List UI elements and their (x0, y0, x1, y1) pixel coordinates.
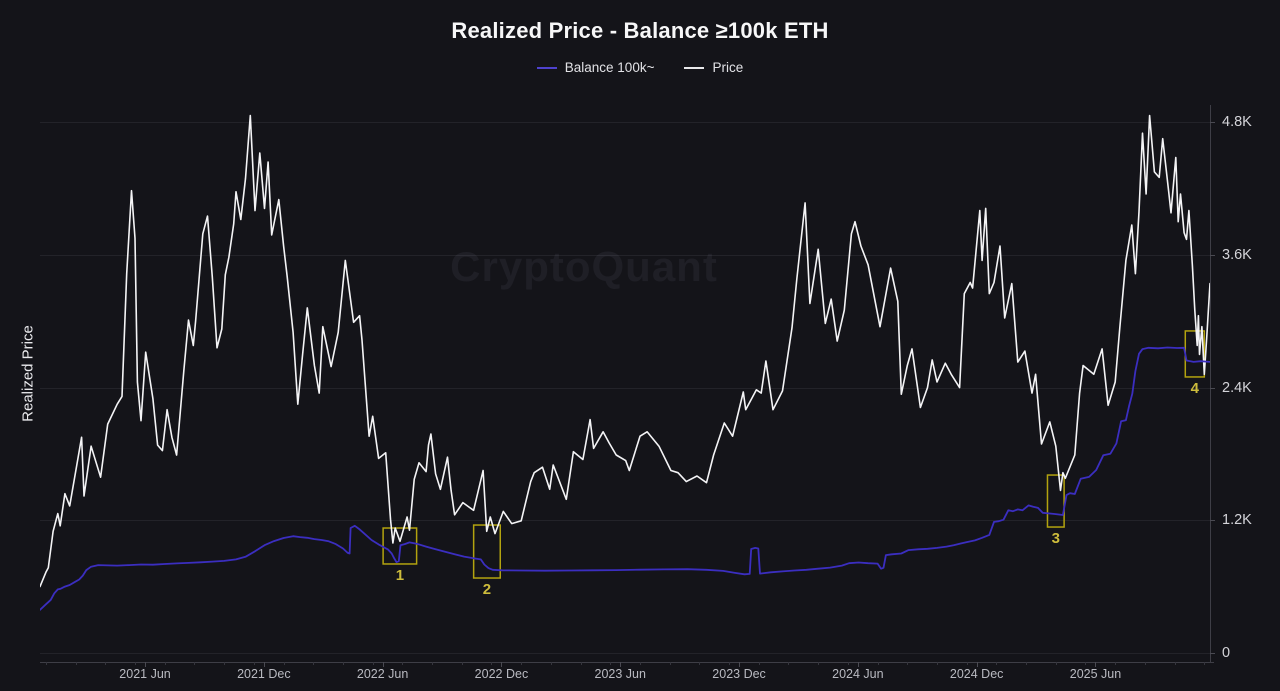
x-axis-minor-tick (936, 662, 938, 665)
x-axis-tick-mark (976, 662, 978, 667)
gridline (40, 254, 1210, 256)
x-axis-minor-tick (224, 662, 226, 665)
legend-line-swatch (536, 66, 557, 69)
y-axis-tick-mark (1210, 653, 1215, 654)
x-axis-minor-tick (907, 662, 909, 665)
x-axis-tick-mark (739, 662, 741, 667)
x-axis-minor-tick (580, 662, 582, 665)
x-axis-minor-tick (639, 662, 641, 665)
x-axis-minor-tick (372, 662, 374, 665)
x-axis-minor-tick (253, 662, 255, 665)
x-axis-tick-mark (382, 662, 384, 667)
x-axis-minor-tick (135, 662, 137, 665)
legend-line-swatch (684, 66, 705, 69)
x-axis-tick-label: 2022 Jun (356, 667, 409, 681)
x-axis-minor-tick (402, 662, 404, 665)
page-title: Realized Price - Balance ≥100k ETH (451, 18, 829, 43)
x-axis-minor-tick (1174, 662, 1176, 665)
x-axis-tick-label: 2022 Dec (474, 667, 529, 681)
x-axis-minor-tick (966, 662, 968, 665)
right-axis-line (1210, 105, 1211, 662)
x-axis-minor-tick (1026, 662, 1028, 665)
gridline (40, 387, 1210, 389)
x-axis-minor-tick (491, 662, 493, 665)
x-axis-tick-mark (145, 662, 147, 667)
annotation-box-3 (1046, 474, 1065, 528)
x-axis-minor-tick (75, 662, 77, 665)
x-axis-tick-label: 2024 Jun (832, 667, 884, 681)
x-axis-minor-tick (758, 662, 760, 665)
x-axis-minor-tick (105, 662, 107, 665)
x-axis-minor-tick (432, 662, 434, 665)
x-axis-tick-label: 2023 Jun (594, 667, 646, 681)
annotation-number-4: 4 (1191, 380, 1200, 397)
chart-canvas: 1 2 3 4 (40, 114, 1210, 611)
annotation-number-1: 1 (396, 567, 404, 584)
x-axis-minor-tick (669, 662, 671, 665)
gridline (40, 653, 1210, 654)
bottom-axis-line (40, 662, 1214, 663)
x-axis-minor-tick (283, 662, 285, 665)
x-axis-tick-mark (857, 662, 859, 667)
gridline (40, 520, 1210, 522)
x-axis-minor-tick (818, 662, 820, 665)
x-axis-tick-mark (1095, 662, 1097, 667)
y-axis-tick-label: 0 (1222, 645, 1231, 661)
x-axis-minor-tick (729, 662, 731, 665)
y-axis-tick-mark (1210, 387, 1215, 389)
x-axis-minor-tick (342, 662, 344, 665)
x-axis-minor-tick (1204, 662, 1206, 665)
x-axis-minor-tick (847, 662, 849, 665)
x-axis-minor-tick (788, 662, 790, 665)
x-axis-minor-tick (1085, 662, 1087, 665)
y-axis-tick-mark (1210, 122, 1215, 124)
legend-item-price[interactable]: Price (684, 60, 743, 75)
x-axis-minor-tick (996, 662, 998, 665)
series-line-balance-100k- (40, 346, 1210, 611)
x-axis-minor-tick (194, 662, 196, 665)
x-axis-minor-tick (164, 662, 166, 665)
chart-legend: Balance 100k~ Price (0, 60, 1280, 75)
x-axis-minor-tick (45, 662, 47, 665)
x-axis-minor-tick (550, 662, 552, 665)
chart-plot-area[interactable]: 1 2 3 4 (40, 105, 1210, 654)
y-axis-title: Realized Price (19, 325, 37, 422)
x-axis-tick-mark (263, 662, 265, 667)
x-axis-tick-label: 2025 Jun (1069, 667, 1122, 681)
x-axis-minor-tick (699, 662, 701, 665)
x-axis-minor-tick (313, 662, 315, 665)
legend-item-balance-100k-[interactable]: Balance 100k~ (536, 60, 655, 75)
y-axis-tick-label: 2.4K (1222, 379, 1252, 396)
y-axis-tick-mark (1210, 520, 1215, 522)
x-axis-minor-tick (610, 662, 612, 665)
y-axis-tick-label: 1.2K (1222, 512, 1252, 529)
x-axis-minor-tick (1144, 662, 1146, 665)
x-axis-tick-label: 2023 Dec (712, 667, 766, 681)
x-axis-tick-label: 2021 Jun (119, 667, 171, 681)
x-axis-tick-label: 2021 Dec (237, 667, 291, 681)
legend-label: Balance 100k~ (564, 60, 655, 75)
x-axis-minor-tick (461, 662, 463, 665)
x-axis-minor-tick (1055, 662, 1057, 665)
gridline (40, 122, 1210, 124)
y-axis-tick-label: 3.6K (1222, 246, 1252, 263)
x-axis-minor-tick (521, 662, 523, 665)
annotation-number-2: 2 (483, 581, 491, 598)
series-line-price (40, 114, 1210, 588)
y-axis-tick-mark (1210, 254, 1215, 256)
y-axis-tick-label: 4.8K (1222, 114, 1252, 131)
x-axis-tick-mark (620, 662, 622, 667)
x-axis-tick-label: 2024 Dec (949, 667, 1004, 681)
x-axis-minor-tick (877, 662, 879, 665)
legend-label: Price (712, 60, 744, 75)
x-axis-minor-tick (1115, 662, 1117, 665)
annotation-number-3: 3 (1052, 530, 1060, 547)
x-axis-tick-mark (501, 662, 503, 667)
